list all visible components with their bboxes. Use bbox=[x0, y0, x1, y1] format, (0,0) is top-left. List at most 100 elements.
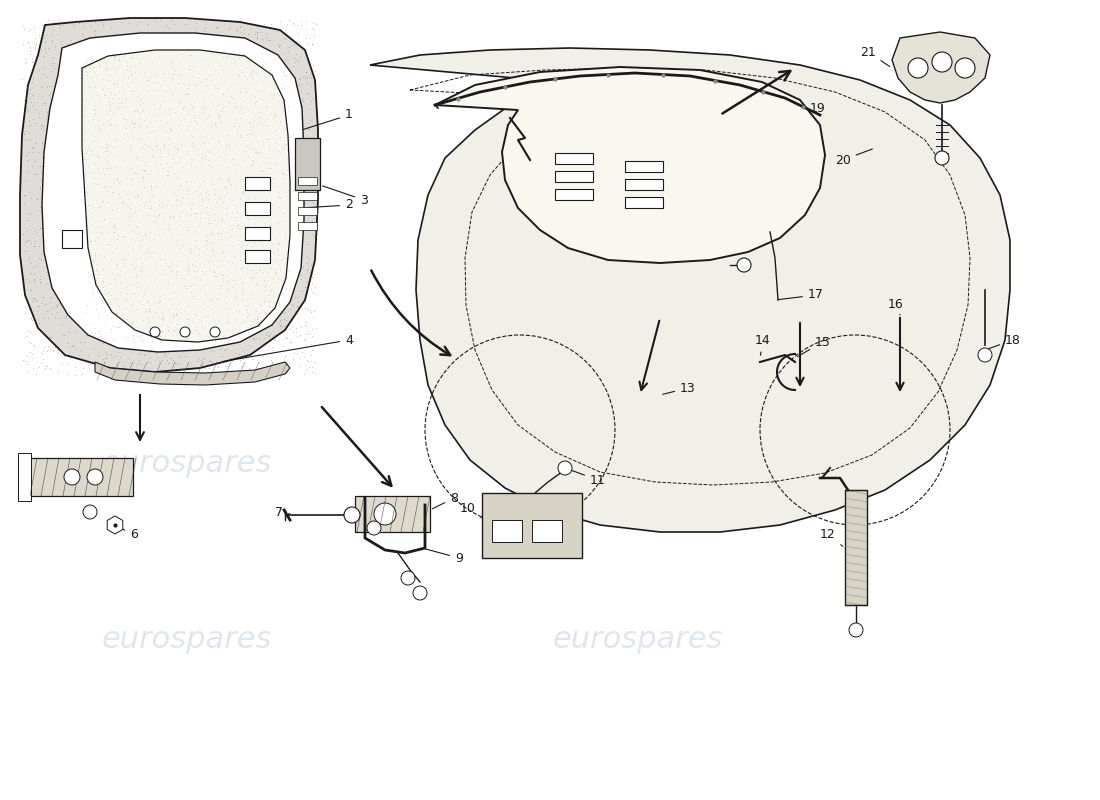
Point bbox=[114, 230, 132, 243]
Point bbox=[208, 82, 226, 95]
Point bbox=[109, 172, 126, 185]
Point bbox=[255, 221, 273, 234]
Point bbox=[267, 316, 285, 329]
Point bbox=[241, 307, 258, 320]
Point bbox=[162, 14, 179, 26]
Point bbox=[86, 248, 103, 261]
Point bbox=[173, 167, 190, 180]
Point bbox=[218, 312, 235, 325]
Point bbox=[140, 141, 157, 154]
Point bbox=[96, 93, 113, 106]
Point bbox=[265, 83, 283, 96]
Point bbox=[80, 313, 98, 326]
Point bbox=[68, 210, 86, 222]
Point bbox=[110, 192, 128, 205]
Point bbox=[228, 221, 245, 234]
Point bbox=[65, 271, 82, 284]
Point bbox=[62, 93, 79, 106]
Point bbox=[43, 207, 60, 220]
Point bbox=[232, 193, 250, 206]
Point bbox=[170, 339, 188, 352]
Point bbox=[151, 252, 168, 265]
Point bbox=[261, 150, 278, 163]
Point bbox=[139, 168, 156, 181]
Point bbox=[142, 305, 160, 318]
Point bbox=[120, 160, 138, 173]
Point bbox=[106, 36, 123, 49]
Point bbox=[239, 308, 256, 321]
Point bbox=[143, 295, 161, 308]
Point bbox=[80, 265, 98, 278]
Point bbox=[264, 151, 282, 164]
Point bbox=[244, 322, 262, 334]
Point bbox=[170, 148, 188, 161]
Point bbox=[155, 346, 173, 358]
Point bbox=[36, 130, 54, 143]
Point bbox=[153, 282, 170, 294]
Point bbox=[101, 146, 119, 159]
Point bbox=[32, 181, 50, 194]
Point bbox=[220, 96, 238, 109]
Point bbox=[95, 89, 112, 102]
Point bbox=[200, 354, 218, 367]
Point bbox=[295, 350, 312, 363]
Point bbox=[14, 119, 32, 132]
Point bbox=[110, 186, 128, 199]
Point bbox=[146, 252, 164, 265]
Point bbox=[278, 68, 296, 81]
Point bbox=[169, 110, 187, 123]
Point bbox=[145, 14, 163, 26]
Point bbox=[33, 90, 51, 102]
Point bbox=[90, 122, 108, 135]
Point bbox=[42, 161, 59, 174]
Point bbox=[217, 181, 234, 194]
Point bbox=[183, 49, 200, 62]
Point bbox=[51, 270, 68, 283]
Point bbox=[31, 200, 48, 213]
Point bbox=[238, 168, 255, 181]
Point bbox=[103, 267, 121, 280]
Point bbox=[89, 134, 107, 147]
Point bbox=[176, 292, 194, 305]
Point bbox=[126, 286, 144, 299]
Point bbox=[144, 215, 162, 228]
Point bbox=[139, 297, 156, 310]
Point bbox=[148, 219, 166, 232]
Point bbox=[136, 348, 154, 361]
Point bbox=[21, 47, 38, 60]
Point bbox=[289, 186, 307, 198]
Point bbox=[273, 79, 290, 92]
Point bbox=[85, 130, 102, 142]
Point bbox=[217, 221, 234, 234]
Point bbox=[22, 119, 40, 132]
Point bbox=[275, 69, 293, 82]
Point bbox=[199, 186, 217, 198]
Point bbox=[165, 282, 183, 295]
Point bbox=[262, 222, 279, 235]
Point bbox=[148, 31, 166, 44]
Point bbox=[31, 324, 48, 337]
Point bbox=[126, 219, 144, 232]
Point bbox=[94, 72, 111, 85]
Point bbox=[206, 247, 223, 260]
Point bbox=[243, 71, 261, 84]
Point bbox=[301, 31, 319, 44]
Point bbox=[176, 50, 194, 62]
Point bbox=[262, 179, 279, 192]
Point bbox=[161, 70, 178, 83]
Point bbox=[248, 88, 265, 101]
Point bbox=[180, 359, 198, 372]
Point bbox=[246, 312, 264, 325]
Point bbox=[135, 199, 153, 212]
Point bbox=[42, 64, 59, 77]
Point bbox=[96, 80, 113, 93]
Point bbox=[295, 368, 312, 381]
Point bbox=[209, 282, 227, 294]
Point bbox=[81, 150, 99, 162]
Point bbox=[185, 109, 202, 122]
Point bbox=[213, 295, 231, 308]
Point bbox=[172, 114, 189, 126]
Point bbox=[125, 166, 143, 178]
Point bbox=[76, 262, 94, 274]
Point bbox=[289, 153, 307, 166]
